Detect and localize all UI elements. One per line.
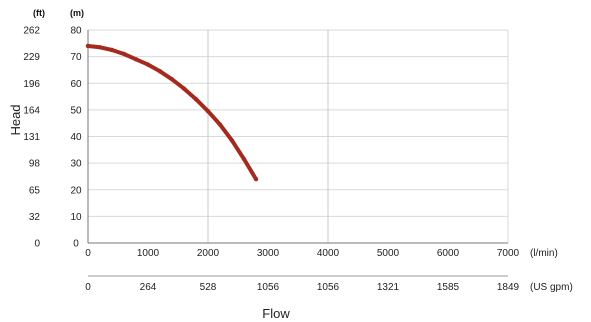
x-tick-label-lmin: 0 bbox=[85, 248, 91, 259]
x-tick-label-gpm: 528 bbox=[200, 282, 217, 293]
x-primary-unit: (l/min) bbox=[530, 248, 558, 259]
data-point bbox=[109, 47, 115, 53]
y-tick-label-m: 10 bbox=[70, 212, 82, 223]
y-tick-label-m: 30 bbox=[70, 159, 82, 170]
x-tick-label-gpm: 0 bbox=[85, 282, 91, 293]
x-tick-label-gpm: 1585 bbox=[437, 282, 460, 293]
y-tick-label-ft: 32 bbox=[29, 212, 41, 223]
y-tick-label-m: 40 bbox=[70, 132, 82, 143]
y-primary-unit: (m) bbox=[70, 8, 84, 18]
x-tick-label-lmin: 1000 bbox=[137, 248, 160, 259]
data-point bbox=[205, 109, 211, 114]
data-point bbox=[217, 122, 223, 127]
x-tick-label-lmin: 6000 bbox=[437, 248, 460, 259]
x-axis-labels: 0 0 1000 264 2000 528 3000 1056 4000 1056 5000 1321… bbox=[85, 248, 519, 293]
y-tick-label-ft: 131 bbox=[23, 132, 40, 143]
x-secondary-unit: (US gpm) bbox=[530, 282, 573, 293]
y-axis-labels: 0 0 10 32 20 65 30 98 40 131 50 164 60 196 70 229 80 262 bbox=[23, 26, 82, 250]
x-tick-label-gpm: 1849 bbox=[497, 282, 520, 293]
x-tick-label-lmin: 3000 bbox=[257, 248, 280, 259]
x-tick-label-lmin: 2000 bbox=[197, 248, 220, 259]
y-tick-label-ft: 98 bbox=[29, 159, 41, 170]
x-tick-label-lmin: 4000 bbox=[317, 248, 340, 259]
series-group bbox=[85, 43, 259, 182]
x-tick-label-lmin: 5000 bbox=[377, 248, 400, 259]
data-point bbox=[229, 138, 235, 143]
x-tick-label-gpm: 1321 bbox=[377, 282, 400, 293]
axes bbox=[87, 30, 508, 277]
series-line bbox=[86, 44, 258, 182]
y-tick-label-m: 0 bbox=[73, 239, 79, 250]
y-tick-label-m: 70 bbox=[70, 52, 82, 63]
y-tick-label-m: 80 bbox=[70, 26, 82, 37]
data-point bbox=[97, 45, 103, 50]
grid bbox=[88, 29, 509, 243]
y-secondary-unit: (ft) bbox=[33, 8, 45, 18]
y-tick-label-m: 50 bbox=[70, 105, 82, 116]
data-point bbox=[253, 176, 259, 182]
y-tick-label-ft: 65 bbox=[29, 185, 41, 196]
data-point bbox=[133, 57, 139, 62]
x-tick-label-gpm: 264 bbox=[140, 282, 157, 293]
data-point bbox=[169, 77, 175, 82]
y-tick-label-ft: 164 bbox=[23, 105, 40, 116]
y-tick-label-ft: 229 bbox=[23, 52, 40, 63]
y-tick-label-m: 60 bbox=[70, 79, 82, 90]
x-tick-label-gpm: 1056 bbox=[317, 282, 340, 293]
x-axis-title: Flow bbox=[262, 306, 290, 321]
data-point bbox=[241, 156, 247, 162]
y-tick-label-ft: 262 bbox=[23, 26, 40, 37]
data-point bbox=[157, 69, 163, 74]
y-tick-label-ft: 0 bbox=[34, 239, 40, 250]
data-point bbox=[145, 62, 151, 67]
y-axis-title: Head bbox=[8, 104, 23, 135]
data-point bbox=[193, 97, 199, 102]
x-tick-label-gpm: 1056 bbox=[257, 282, 280, 293]
x-tick-label-lmin: 7000 bbox=[497, 248, 520, 259]
data-point bbox=[181, 86, 187, 91]
data-point bbox=[85, 43, 91, 49]
y-tick-label-ft: 196 bbox=[23, 79, 40, 90]
y-tick-label-m: 20 bbox=[70, 185, 82, 196]
data-point bbox=[121, 51, 127, 57]
